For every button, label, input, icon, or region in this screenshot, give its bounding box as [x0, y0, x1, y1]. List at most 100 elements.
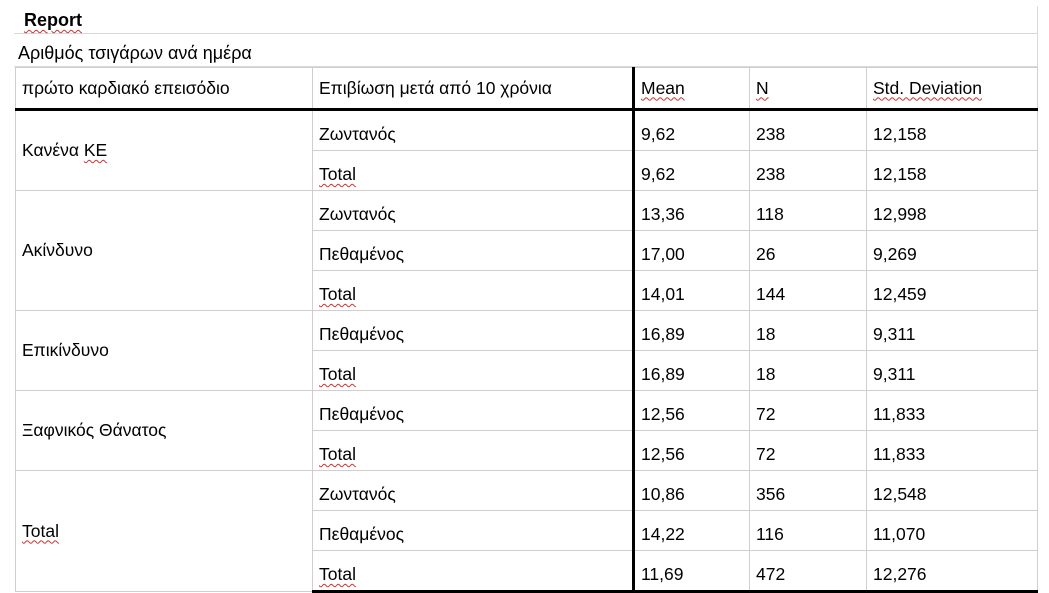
status-cell[interactable]: Πεθαμένος [312, 310, 635, 351]
sd-value: 12,158 [873, 124, 927, 144]
table-row: Total 14,01 144 12,459 [16, 270, 1038, 311]
category-cell[interactable]: Ξαφνικός Θάνατος [15, 390, 313, 471]
n-cell[interactable]: 116 [749, 510, 867, 551]
category-cell[interactable]: Ακίνδυνο [15, 190, 313, 311]
n-cell[interactable]: 472 [749, 550, 867, 593]
n-cell[interactable]: 356 [749, 470, 867, 511]
n-value: 18 [756, 324, 776, 344]
n-cell[interactable]: 72 [749, 390, 867, 431]
header-label: πρώτο καρδιακό επεισόδιο [22, 77, 230, 98]
category-cell[interactable]: Total [15, 470, 313, 592]
n-cell[interactable]: 18 [749, 350, 867, 391]
mean-cell[interactable]: 17,00 [633, 230, 750, 271]
n-cell[interactable]: 72 [749, 430, 867, 471]
sd-value: 9,311 [873, 364, 916, 384]
mean-cell[interactable]: 14,01 [633, 270, 750, 311]
sd-cell[interactable]: 11,833 [866, 390, 1038, 431]
status-cell[interactable]: Total [312, 430, 635, 471]
status-cell[interactable]: Πεθαμένος [312, 510, 635, 551]
mean-value: 14,22 [641, 524, 685, 544]
status-cell[interactable]: Πεθαμένος [312, 390, 635, 431]
sd-cell[interactable]: 12,548 [866, 470, 1038, 511]
sd-cell[interactable]: 12,158 [866, 109, 1038, 151]
mean-cell[interactable]: 11,69 [633, 550, 750, 593]
header-row: πρώτο καρδιακό επεισόδιο Επιβίωση μετά απ… [15, 67, 1038, 111]
n-value: 18 [756, 364, 776, 384]
report-title: Report [24, 10, 82, 30]
sd-cell[interactable]: 9,269 [866, 230, 1038, 271]
status-value: Total [319, 444, 356, 464]
mean-cell[interactable]: 13,36 [633, 190, 750, 231]
n-cell[interactable]: 238 [749, 150, 867, 191]
n-value: 238 [756, 124, 786, 144]
sd-cell[interactable]: 11,070 [866, 510, 1038, 551]
status-cell[interactable]: Total [312, 550, 635, 593]
status-cell[interactable]: Total [312, 150, 635, 191]
mean-cell[interactable]: 12,56 [633, 430, 750, 471]
mean-cell[interactable]: 16,89 [633, 350, 750, 391]
n-cell[interactable]: 18 [749, 310, 867, 351]
sd-cell[interactable]: 9,311 [866, 350, 1038, 391]
header-cell[interactable]: N [749, 67, 867, 111]
status-cell[interactable]: Total [312, 270, 635, 311]
status-value: Ζωντανός [319, 484, 396, 504]
mean-cell[interactable]: 9,62 [633, 109, 750, 151]
mean-value: 17,00 [641, 244, 685, 264]
status-value: Πεθαμένος [319, 524, 405, 544]
n-cell[interactable]: 26 [749, 230, 867, 271]
header-label: N [756, 77, 769, 98]
sd-cell[interactable]: 12,998 [866, 190, 1038, 231]
mean-cell[interactable]: 9,62 [633, 150, 750, 191]
sd-value: 12,998 [873, 204, 927, 224]
header-label: Std. Deviation [873, 77, 982, 98]
n-value: 72 [756, 444, 776, 464]
n-value: 116 [756, 524, 784, 544]
table-row: Ακίνδυνο Ζωντανός 13,36 118 12,998 [15, 190, 1038, 311]
category-cell[interactable]: Επικίνδυνο [15, 310, 313, 391]
table-row: Total 16,89 18 9,311 [16, 350, 1038, 391]
report-table: πρώτο καρδιακό επεισόδιο Επιβίωση μετά απ… [15, 67, 1038, 593]
category-cell[interactable]: Κανένα ΚΕ [15, 109, 313, 191]
mean-cell[interactable]: 14,22 [633, 510, 750, 551]
table-row: Ξαφνικός Θάνατος Πεθαμένος 12,56 72 11,833 [15, 390, 1038, 471]
n-cell[interactable]: 144 [749, 270, 867, 311]
category-label: Επικίνδυνο [22, 340, 109, 360]
mean-value: 9,62 [641, 164, 676, 184]
n-value: 356 [756, 484, 786, 504]
status-cell[interactable]: Ζωντανός [312, 109, 635, 151]
mean-cell[interactable]: 16,89 [633, 310, 750, 351]
table-row: Πεθαμένος 14,22 116 11,070 [16, 510, 1038, 551]
status-cell[interactable]: Total [312, 350, 635, 391]
table-row: Total Ζωντανός 10,86 356 12,548 [15, 470, 1038, 592]
status-cell[interactable]: Ζωντανός [312, 190, 635, 231]
header-cell[interactable]: Επιβίωση μετά από 10 χρόνια [312, 67, 635, 111]
sd-cell[interactable]: 12,459 [866, 270, 1038, 311]
status-cell[interactable]: Ζωντανός [312, 470, 635, 511]
mean-cell[interactable]: 10,86 [633, 470, 750, 511]
mean-value: 16,89 [641, 364, 685, 384]
status-value: Πεθαμένος [319, 404, 405, 424]
mean-value: 13,36 [641, 204, 685, 224]
sd-cell[interactable]: 11,833 [866, 430, 1038, 471]
title-row[interactable]: Report [14, 6, 1038, 34]
sd-cell[interactable]: 12,158 [866, 150, 1038, 191]
sd-value: 12,459 [873, 284, 927, 304]
header-cell[interactable]: πρώτο καρδιακό επεισόδιο [15, 67, 313, 111]
mean-value: 9,62 [641, 124, 676, 144]
header-cell[interactable]: Mean [633, 67, 750, 111]
n-value: 118 [756, 204, 784, 224]
sd-cell[interactable]: 9,311 [866, 310, 1038, 351]
table-row: Total 12,56 72 11,833 [16, 430, 1038, 471]
mean-cell[interactable]: 12,56 [633, 390, 750, 431]
subtitle-row[interactable]: Αριθμός τσιγάρων ανά ημέρα [14, 34, 1038, 67]
mean-value: 14,01 [641, 284, 685, 304]
status-value: Total [319, 164, 356, 184]
sd-cell[interactable]: 12,276 [866, 550, 1038, 593]
n-cell[interactable]: 238 [749, 109, 867, 151]
status-cell[interactable]: Πεθαμένος [312, 230, 635, 271]
n-value: 72 [756, 404, 776, 424]
n-cell[interactable]: 118 [749, 190, 867, 231]
header-cell[interactable]: Std. Deviation [866, 67, 1038, 111]
sd-value: 12,548 [873, 484, 927, 504]
category-label: Κανένα ΚΕ [22, 140, 108, 160]
